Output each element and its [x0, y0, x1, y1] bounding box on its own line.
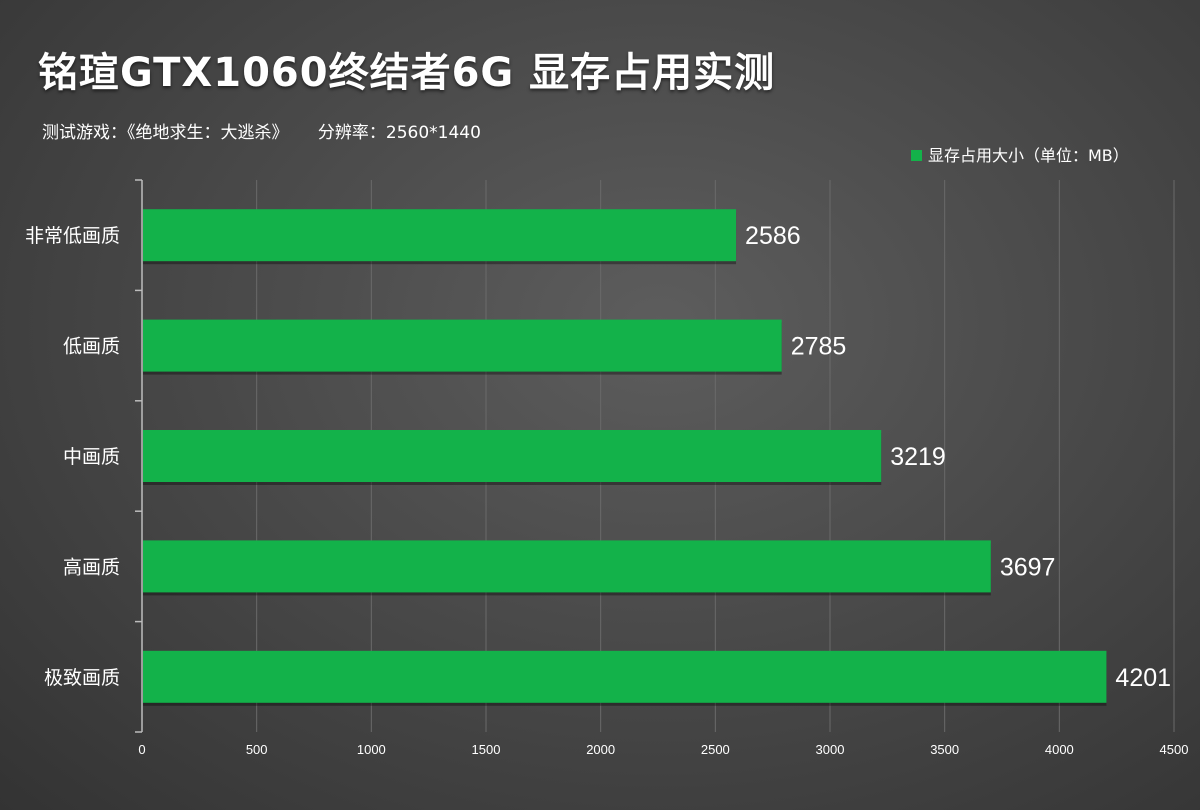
y-category-label: 非常低画质: [25, 225, 120, 247]
bar-value-label: 2586: [745, 222, 801, 250]
bar: [143, 430, 882, 482]
x-tick-label: 3000: [816, 742, 845, 757]
x-tick-label: 2500: [701, 742, 730, 757]
chart-title: 铭瑄GTX1060终结者6G 显存占用实测: [38, 50, 776, 96]
y-category-label: 极致画质: [44, 667, 120, 689]
y-category-label: 高画质: [63, 556, 120, 578]
bar-value-label: 3697: [1000, 553, 1056, 581]
x-tick-label: 1000: [357, 742, 386, 757]
bar: [143, 540, 991, 593]
resolution-label: 分辨率：2560*1440: [317, 123, 481, 143]
x-tick-label: 0: [138, 742, 145, 757]
x-tick-label: 4500: [1160, 742, 1189, 757]
x-tick-label: 500: [246, 742, 268, 757]
bar: [143, 319, 782, 372]
bar: [143, 650, 1107, 703]
x-tick-label: 2000: [586, 742, 615, 757]
bar: [143, 209, 737, 262]
bar-value-label: 3219: [890, 443, 946, 471]
y-category-label: 低画质: [63, 336, 120, 358]
chart-subtitle: 测试游戏：《绝地求生：大逃杀》 分辨率：2560*1440: [42, 118, 505, 143]
bar-value-label: 2785: [791, 333, 847, 361]
test-game-label: 测试游戏：《绝地求生：大逃杀》: [42, 123, 289, 143]
legend-label: 显存占用大小（单位：MB）: [928, 146, 1129, 165]
x-tick-label: 1500: [472, 742, 501, 757]
x-tick-label: 3500: [930, 742, 959, 757]
x-tick-label: 4000: [1045, 742, 1074, 757]
y-category-label: 中画质: [63, 446, 120, 468]
bar-value-label: 4201: [1115, 664, 1171, 692]
legend-swatch: [911, 150, 922, 161]
